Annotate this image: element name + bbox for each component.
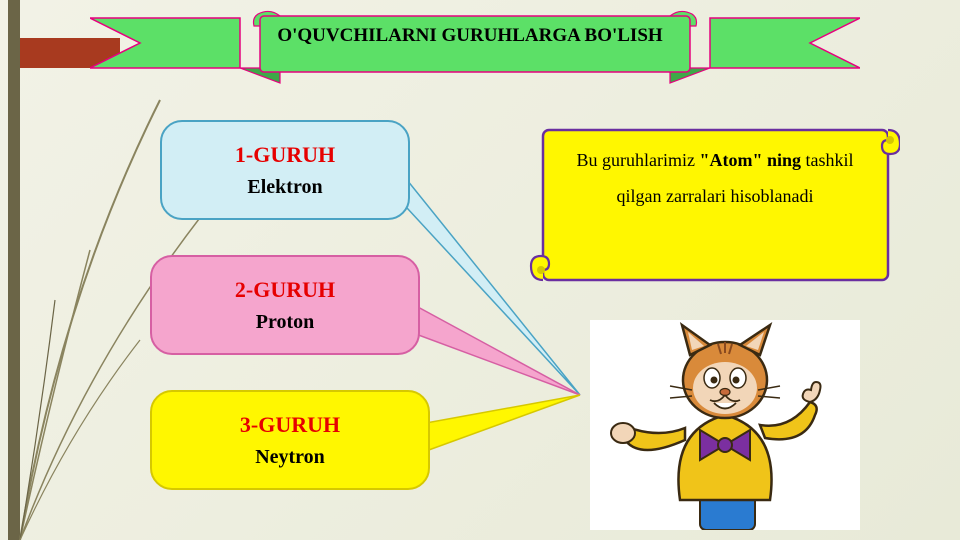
- group1-sub: Elektron: [162, 176, 408, 199]
- group3-sub: Neytron: [152, 446, 428, 469]
- scroll-prefix: Bu guruhlarimiz: [577, 150, 700, 170]
- scroll-bold: "Atom" ning: [699, 150, 801, 170]
- red-accent-tab: [20, 38, 120, 68]
- left-accent-bar: [8, 0, 20, 540]
- cartoon-cat-container: [590, 320, 860, 530]
- banner-title: O'QUVCHILARNI GURUHLARGA BO'LISH: [270, 24, 670, 49]
- group-bubble-1: 1-GURUH Elektron: [160, 120, 410, 220]
- cartoon-cat-icon: [590, 320, 860, 530]
- decorative-grass-lines: [0, 0, 400, 540]
- scroll-note-text: Bu guruhlarimiz "Atom" ning tashkil qilg…: [560, 142, 870, 214]
- group1-title: 1-GURUH: [162, 142, 408, 168]
- group-bubble-3: 3-GURUH Neytron: [150, 390, 430, 490]
- group2-title: 2-GURUH: [152, 277, 418, 303]
- group2-sub: Proton: [152, 311, 418, 334]
- group-bubble-2: 2-GURUH Proton: [150, 255, 420, 355]
- group3-title: 3-GURUH: [152, 412, 428, 438]
